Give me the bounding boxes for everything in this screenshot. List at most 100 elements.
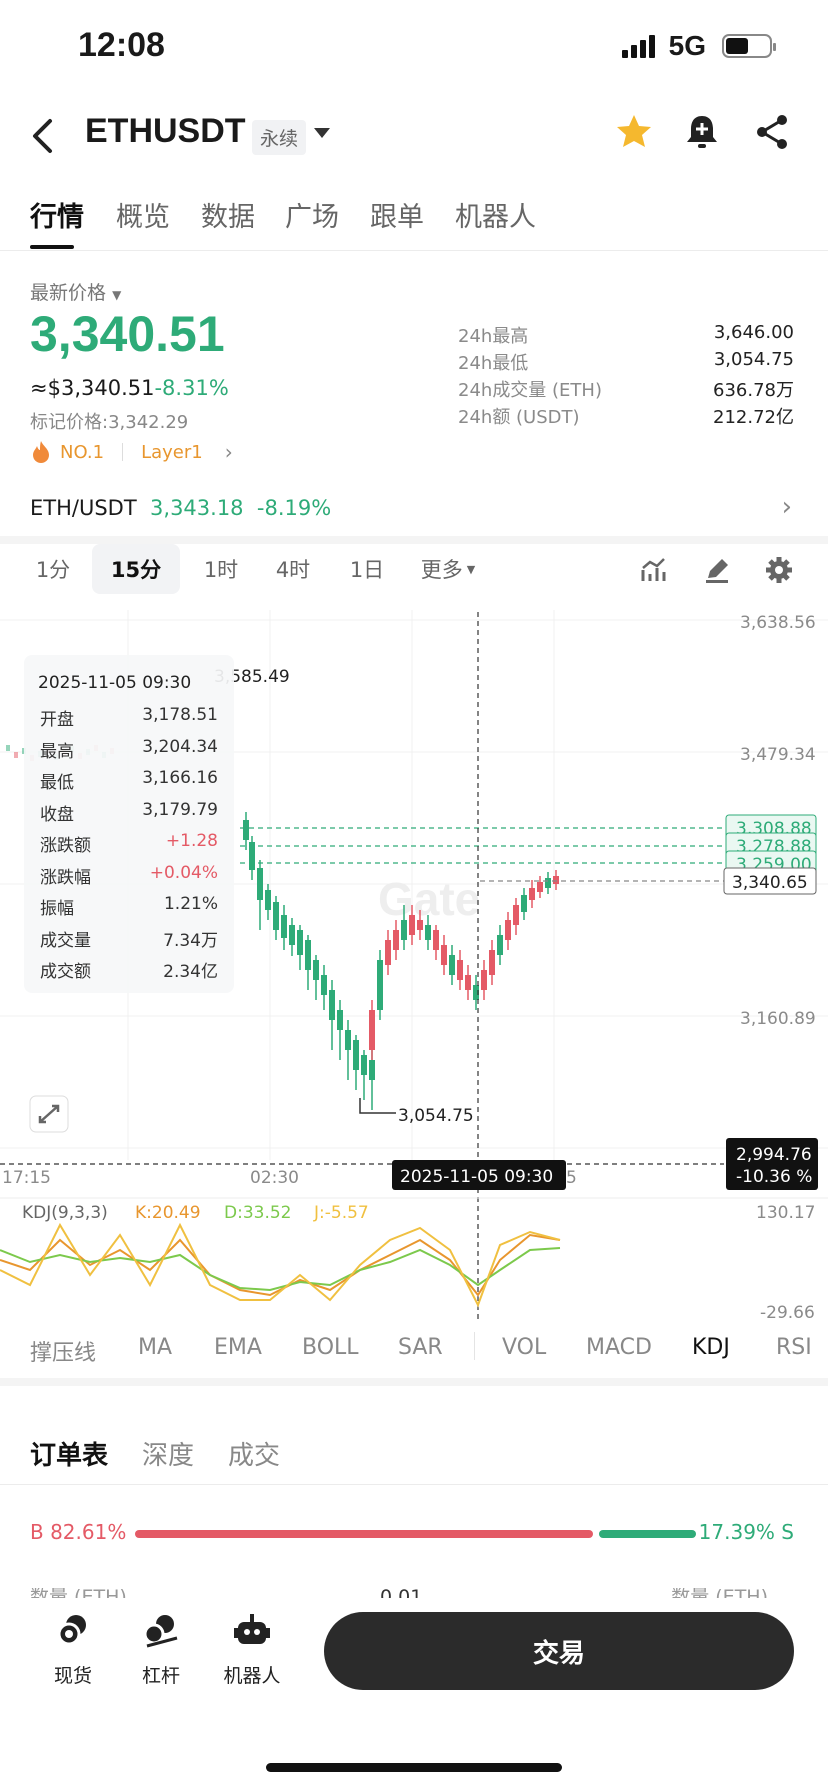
- tooltip-row-label: 涨跌额: [40, 836, 91, 856]
- tab-copy-trade[interactable]: 跟单: [370, 202, 424, 233]
- favorite-star-icon[interactable]: [614, 112, 654, 152]
- mark-price-value: 3,342.29: [108, 412, 189, 433]
- nav-spot[interactable]: 现货: [38, 1612, 108, 1688]
- candle-body: [369, 1010, 375, 1050]
- stat-label-high: 24h最高: [458, 326, 529, 347]
- indicator-ma[interactable]: MA: [138, 1335, 173, 1360]
- interval-1h[interactable]: 1时: [203, 558, 239, 582]
- candle-body: [321, 975, 327, 995]
- candle-body: [521, 895, 527, 912]
- rank-label: NO.1: [60, 441, 105, 463]
- chart-settings-gear-icon[interactable]: [765, 556, 793, 584]
- mark-price-label: 标记价格:: [30, 412, 109, 433]
- y-axis-label: 3,638.56: [740, 613, 816, 633]
- crosshair-time: 2025-11-05 09:30: [400, 1167, 553, 1187]
- candle-body: [425, 925, 431, 940]
- chevron-right-icon[interactable]: ›: [781, 492, 792, 522]
- chart-grid: [0, 610, 828, 1160]
- indicator-vol[interactable]: VOL: [502, 1335, 547, 1360]
- tooltip-row-label: 收盘: [40, 804, 74, 825]
- tab-orderbook[interactable]: 订单表: [30, 1441, 109, 1471]
- gate-watermark: Gate: [378, 873, 480, 925]
- tooltip-row: 开盘 3,178.51: [40, 705, 218, 730]
- candle-body: [433, 930, 439, 950]
- draw-pen-icon[interactable]: [703, 556, 731, 584]
- pair-dropdown-icon[interactable]: [314, 128, 330, 138]
- interval-4h[interactable]: 4时: [275, 558, 311, 582]
- divider: [0, 1484, 828, 1485]
- column-header-left: 数量 (ETH): [30, 1588, 127, 1600]
- margin-icon: [143, 1615, 178, 1648]
- candle-body: [537, 882, 543, 892]
- pair-title[interactable]: ETHUSDT: [85, 112, 246, 150]
- tooltip-row-value: 3,179.79: [142, 799, 218, 820]
- contract-type-badge: 永续: [252, 120, 307, 155]
- spot-pair-row[interactable]: ETH/USDT 3,343.18 -8.19%: [30, 496, 331, 520]
- nav-bot[interactable]: 机器人: [216, 1612, 288, 1688]
- interval-more-label: 更多: [420, 558, 463, 582]
- tooltip-row-label: 开盘: [40, 710, 74, 730]
- price-alert-icon[interactable]: [682, 112, 722, 152]
- indicator-ema[interactable]: EMA: [214, 1335, 262, 1360]
- order-lines: [240, 827, 724, 864]
- candle-body: [369, 1060, 375, 1080]
- candle-body: [249, 842, 255, 870]
- tab-bot[interactable]: 机器人: [455, 202, 536, 233]
- tooltip-row: 涨跌额 +1.28: [40, 831, 218, 856]
- indicator-sar[interactable]: SAR: [398, 1335, 443, 1360]
- candle-body: [385, 940, 391, 965]
- indicator-macd[interactable]: MACD: [586, 1335, 652, 1360]
- separator: [122, 443, 124, 461]
- indicator-support-resistance[interactable]: 撑压线: [30, 1341, 97, 1366]
- spot-price: 3,343.18: [150, 496, 244, 520]
- kdj-k-value: K:20.49: [135, 1203, 201, 1223]
- category-tag: Layer1: [141, 441, 203, 463]
- indicator-kdj[interactable]: KDJ: [692, 1335, 730, 1360]
- interval-15m[interactable]: 15分: [92, 544, 180, 594]
- battery-icon: [722, 34, 776, 58]
- tab-market[interactable]: 行情: [30, 202, 84, 233]
- rank-row[interactable]: NO.1 Layer1 ›: [30, 440, 233, 464]
- candle-body: [281, 915, 287, 938]
- crosshair-time-box: [392, 1160, 566, 1190]
- section-gap: [0, 1378, 828, 1386]
- tab-depth[interactable]: 深度: [142, 1441, 195, 1471]
- current-price-box: [723, 867, 817, 895]
- indicator-boll[interactable]: BOLL: [302, 1335, 359, 1360]
- candle-body: [545, 878, 551, 888]
- interval-1m[interactable]: 1分: [35, 558, 71, 582]
- kdj-bottom-label: -29.66: [760, 1303, 815, 1322]
- latest-price-label: 最新价格: [30, 282, 107, 304]
- share-icon[interactable]: [752, 112, 792, 152]
- low-marker-line: [359, 1098, 396, 1114]
- tooltip-row-label: 最低: [40, 773, 74, 793]
- interval-1d[interactable]: 1日: [349, 558, 385, 582]
- nav-margin[interactable]: 杠杆: [126, 1612, 196, 1688]
- order-price-tags: 3,308.88 3,278.88 3,259.00: [725, 814, 817, 876]
- candle-body: [257, 868, 263, 900]
- back-arrow-icon[interactable]: [30, 118, 56, 154]
- tooltip-row-value: +0.04%: [149, 862, 218, 883]
- tooltip-row-value: 3,166.16: [142, 768, 218, 788]
- tooltip-row-value: 1.21%: [163, 894, 218, 914]
- indicator-rsi[interactable]: RSI: [776, 1335, 812, 1360]
- tooltip-row-label: 振幅: [40, 899, 74, 919]
- tooltip-row-label: 成交额: [40, 962, 91, 982]
- candle-body: [305, 940, 311, 970]
- current-price-tag: 3,340.65: [732, 873, 808, 893]
- candle-body: [377, 960, 383, 1010]
- tab-trades[interactable]: 成交: [228, 1441, 281, 1471]
- candle-body: [361, 1055, 367, 1075]
- latest-price-selector[interactable]: 最新价格 ▼: [30, 278, 121, 305]
- indicator-chart-icon[interactable]: [640, 556, 668, 584]
- candle-body: [497, 935, 503, 955]
- interval-more[interactable]: 更多 ▼: [410, 544, 486, 594]
- tab-overview[interactable]: 概览: [116, 202, 170, 233]
- tooltip-row: 最低 3,166.16: [40, 768, 218, 793]
- tab-data[interactable]: 数据: [201, 202, 255, 233]
- tab-square[interactable]: 广场: [285, 202, 339, 233]
- status-time: 12:08: [78, 26, 165, 64]
- chevron-right-icon: ›: [224, 440, 233, 464]
- trade-button[interactable]: 交易: [324, 1612, 794, 1690]
- divider: [0, 250, 828, 251]
